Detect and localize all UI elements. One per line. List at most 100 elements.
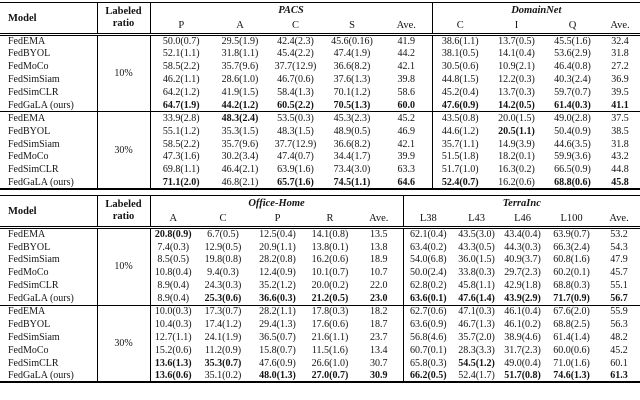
- accuracy-value-cell: 61.4(1.4): [553, 331, 590, 343]
- accuracy-value-cell: 20.0(1.5): [488, 111, 545, 125]
- accuracy-value-cell: 65.8(0.3): [402, 356, 454, 370]
- accuracy-value-cell: 50.0(2.4): [402, 266, 454, 280]
- dataset-group-header: TerraInc: [402, 195, 640, 212]
- accuracy-value-cell: 20.9(1.1): [259, 241, 296, 253]
- accuracy-value-cell: 14.1(0.4): [498, 48, 535, 60]
- accuracy-value-cell: 37.5: [600, 111, 640, 125]
- accuracy-value-cell: 59.9(3.6): [554, 151, 591, 163]
- accuracy-value-cell: 20.8(0.9): [154, 229, 192, 241]
- accuracy-value-cell: 52.4(1.7): [458, 369, 495, 381]
- accuracy-value-cell: 16.3(0.2): [498, 164, 535, 176]
- table-row: FedGaLA (ours) 64.7(1.9) 44.2(1.2) 60.5(2.2…: [0, 98, 640, 112]
- domain-column-header: P: [150, 18, 212, 36]
- accuracy-value-cell: 55.1: [610, 280, 628, 292]
- accuracy-value-cell: 42.1: [397, 138, 416, 150]
- domain-column-header: C: [196, 211, 250, 230]
- accuracy-value-cell: 54.3: [610, 241, 628, 253]
- accuracy-value-cell: 13.5: [370, 229, 388, 241]
- accuracy-value-cell: 64.7(1.9): [162, 99, 200, 111]
- accuracy-value-cell: 28.6(1.0): [221, 74, 259, 86]
- model-name-cell: FedMoCo: [8, 61, 49, 73]
- accuracy-value-cell: 53.6(2.9): [554, 48, 591, 60]
- accuracy-value-cell: 10.0(0.3): [150, 304, 196, 318]
- accuracy-value-cell: 60.8(1.6): [553, 254, 590, 266]
- accuracy-value-cell: 53.5(0.3): [268, 111, 323, 125]
- domain-column-header: I: [488, 18, 545, 36]
- accuracy-value-cell: 50.4(0.9): [554, 125, 591, 137]
- accuracy-value-cell: 48.9(0.5): [333, 125, 371, 137]
- accuracy-value-cell: 61.3: [610, 369, 628, 381]
- model-name-cell: FedMoCo: [8, 267, 49, 279]
- model-name-cell: FedSimCLR: [8, 87, 59, 98]
- table-row: FedSimCLR 8.9(0.4) 24.3(0.3) 35.2(1.2) 20.0(…: [0, 279, 640, 293]
- table-row: FedGaLA (ours) 13.6(0.6) 35.1(0.2) 48.0(1.3…: [0, 369, 640, 383]
- accuracy-value-cell: 11.5(1.6): [311, 344, 349, 356]
- labeled-ratio-header-line: ratio: [112, 211, 135, 223]
- domain-column-header: C: [268, 18, 323, 36]
- model-name-cell: FedEMA: [8, 36, 46, 48]
- accuracy-value-cell: 74.6(1.3): [553, 369, 590, 381]
- accuracy-value-cell: 21.2(0.5): [311, 292, 349, 304]
- accuracy-value-cell: 47.6(0.9): [431, 98, 488, 112]
- domain-column-header: Ave.: [355, 211, 404, 230]
- table-row: FedGaLA (ours) 71.1(2.0) 46.8(2.1) 65.7(1.6…: [0, 176, 640, 190]
- accuracy-value-cell: 15.8(0.7): [259, 344, 296, 356]
- accuracy-value-cell: 45.2(0.4): [431, 86, 488, 99]
- model-name-cell: FedSimCLR: [8, 280, 59, 292]
- model-name-cell: FedBYOL: [8, 48, 51, 60]
- accuracy-value-cell: 62.1(0.4): [402, 227, 454, 241]
- accuracy-value-cell: 38.9(4.6): [504, 331, 541, 343]
- labeled-ratio-header-line: Labeled: [105, 6, 142, 17]
- accuracy-value-cell: 43.5(0.8): [431, 111, 488, 125]
- model-name-cell: FedEMA: [8, 229, 46, 241]
- model-name-cell: FedGaLA (ours): [8, 292, 74, 304]
- accuracy-value-cell: 45.8(1.1): [458, 280, 495, 292]
- accuracy-value-cell: 44.6(3.5): [554, 138, 591, 150]
- accuracy-value-cell: 10.9(2.1): [498, 61, 535, 73]
- accuracy-value-cell: 36.6(8.2): [333, 61, 371, 73]
- accuracy-value-cell: 11.2(0.9): [204, 344, 242, 356]
- accuracy-value-cell: 60.0(0.6): [553, 344, 590, 356]
- accuracy-value-cell: 46.7(1.3): [458, 318, 495, 330]
- labeled-ratio-cell: 10%: [96, 34, 151, 112]
- accuracy-value-cell: 7.4(0.3): [157, 241, 190, 253]
- accuracy-value-cell: 35.3(1.5): [221, 125, 259, 137]
- accuracy-value-cell: 70.1(1.2): [333, 87, 371, 98]
- table-row: FedEMA 30% 10.0(0.3) 17.3(0.7) 28.2(1.1) 17.8…: [0, 304, 640, 383]
- accuracy-value-cell: 13.6(0.6): [154, 369, 192, 381]
- accuracy-value-cell: 60.2(0.1): [553, 267, 590, 279]
- model-name-cell: FedBYOL: [8, 241, 51, 253]
- accuracy-value-cell: 47.9: [610, 254, 628, 266]
- accuracy-value-cell: 58.5(2.2): [162, 61, 200, 73]
- accuracy-value-cell: 47.4(1.9): [333, 48, 371, 60]
- accuracy-value-cell: 62.7(0.6): [402, 304, 454, 318]
- accuracy-value-cell: 44.8(1.5): [431, 73, 488, 87]
- model-name-cell: FedEMA: [0, 111, 97, 125]
- accuracy-value-cell: 31.8: [611, 48, 629, 60]
- accuracy-value-cell: 48.3(1.5): [277, 125, 314, 137]
- accuracy-value-cell: 52.1(1.1): [162, 48, 200, 60]
- accuracy-value-cell: 33.8(0.3): [458, 267, 495, 279]
- table-row: FedSimSiam 8.5(0.5) 19.8(0.8) 28.2(0.8) 16.2…: [0, 253, 640, 267]
- table-row: FedBYOL 7.4(0.3) 12.9(0.5) 20.9(1.1) 13.8(0.…: [0, 240, 640, 254]
- results-table-officehome-terrainc: Model Labeled ratio Office-Home TerraInc A C P R…: [0, 195, 640, 384]
- domain-column-header: L100: [545, 211, 599, 230]
- accuracy-value-cell: 32.4: [611, 36, 629, 48]
- dataset-group-header: Office-Home: [248, 198, 305, 210]
- accuracy-value-cell: 30.5(0.6): [431, 60, 488, 74]
- accuracy-value-cell: 42.1: [397, 61, 416, 73]
- accuracy-value-cell: 47.3(1.6): [162, 151, 200, 163]
- accuracy-value-cell: 22.0: [370, 280, 388, 292]
- accuracy-value-cell: 13.8(0.1): [311, 241, 349, 253]
- accuracy-value-cell: 15.2(0.6): [154, 344, 192, 356]
- accuracy-value-cell: 46.4(2.1): [221, 164, 259, 176]
- accuracy-value-cell: 36.5(0.7): [259, 331, 296, 343]
- accuracy-value-cell: 41.9: [397, 36, 416, 48]
- accuracy-value-cell: 18.7: [370, 318, 388, 330]
- domain-column-header: C: [431, 18, 488, 36]
- accuracy-value-cell: 41.9(1.5): [221, 87, 259, 98]
- accuracy-value-cell: 60.5(2.2): [277, 99, 314, 111]
- accuracy-value-cell: 35.7(1.1): [431, 137, 488, 151]
- accuracy-value-cell: 71.7(0.9): [553, 292, 590, 304]
- accuracy-value-cell: 19.8(0.8): [204, 254, 242, 266]
